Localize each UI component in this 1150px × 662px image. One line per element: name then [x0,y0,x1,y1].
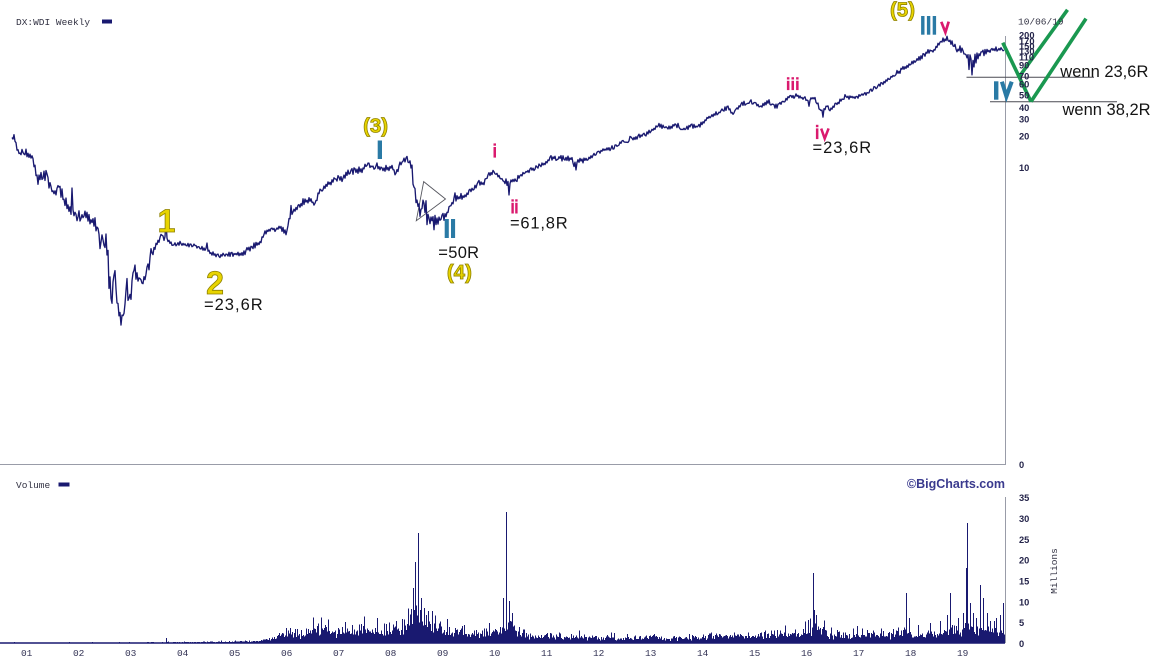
svg-text:35: 35 [1019,493,1029,503]
svg-text:15: 15 [1019,577,1029,587]
svg-text:15: 15 [749,648,761,659]
svg-text:30: 30 [1019,514,1029,524]
svg-text:40: 40 [1019,103,1029,113]
svg-text:=50R: =50R [438,244,479,262]
svg-text:03: 03 [125,648,137,659]
svg-text:(4): (4) [447,261,472,284]
svg-text:wenn 23,6R: wenn 23,6R [1059,63,1148,81]
svg-text:05: 05 [229,648,241,659]
svg-text:14: 14 [697,648,709,659]
svg-text:©BigCharts.com: ©BigCharts.com [907,477,1005,491]
svg-text:(3): (3) [363,115,388,138]
svg-text:=61,8R: =61,8R [510,214,568,232]
svg-text:Millions: Millions [1049,548,1060,594]
svg-text:(5): (5) [890,0,915,22]
svg-text:wenn 38,2R: wenn 38,2R [1062,101,1150,119]
svg-text:=23,6R: =23,6R [204,296,264,314]
svg-text:11: 11 [541,648,553,659]
svg-text:110: 110 [1019,53,1034,63]
svg-text:150: 150 [1019,42,1035,52]
svg-text:Volume: Volume [16,480,51,491]
svg-text:10: 10 [489,648,501,659]
svg-text:200: 200 [1019,31,1035,41]
svg-text:02: 02 [73,648,85,659]
svg-text:25: 25 [1019,535,1029,545]
svg-text:30: 30 [1019,115,1029,125]
svg-text:70: 70 [1019,72,1029,82]
svg-text:04: 04 [177,648,189,659]
svg-text:130: 130 [1019,47,1035,57]
svg-text:50: 50 [1019,91,1029,101]
svg-text:=23,6R: =23,6R [813,139,873,157]
svg-text:90: 90 [1019,61,1029,71]
svg-text:2: 2 [206,265,224,301]
svg-text:12: 12 [593,648,605,659]
svg-text:01: 01 [21,648,33,659]
svg-text:60: 60 [1019,80,1029,90]
svg-text:16: 16 [801,648,813,659]
svg-text:0: 0 [1019,460,1024,470]
svg-text:08: 08 [385,648,397,659]
svg-text:07: 07 [333,648,344,659]
svg-text:19: 19 [957,648,969,659]
svg-text:13: 13 [645,648,657,659]
svg-text:09: 09 [437,648,449,659]
svg-text:5: 5 [1019,618,1024,628]
svg-text:10: 10 [1019,598,1029,608]
svg-text:20: 20 [1019,132,1029,142]
svg-text:18: 18 [905,648,917,659]
svg-text:17: 17 [853,648,864,659]
svg-text:06: 06 [281,648,293,659]
svg-text:0: 0 [1019,639,1024,649]
svg-text:10/06/19: 10/06/19 [1018,17,1064,28]
svg-text:170: 170 [1019,37,1035,47]
svg-text:10: 10 [1019,163,1029,173]
svg-text:1: 1 [158,203,176,239]
svg-text:DX:WDI Weekly: DX:WDI Weekly [16,17,90,28]
svg-text:20: 20 [1019,556,1029,566]
